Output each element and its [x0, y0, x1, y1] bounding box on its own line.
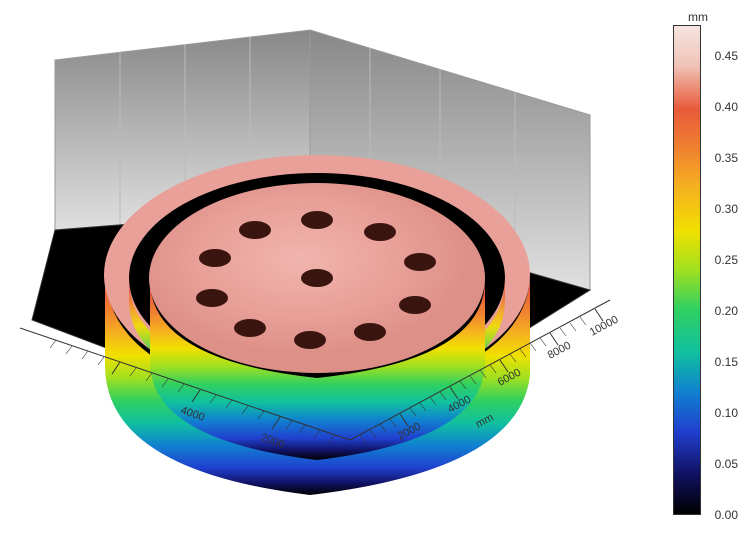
colorbar-tick-label: 0.05	[715, 457, 738, 471]
colorbar-tick-label: 0.15	[715, 355, 738, 369]
colorbar-tick-label: 0.30	[715, 202, 738, 216]
disc-hole	[301, 211, 333, 229]
colorbar	[673, 25, 713, 515]
disc-hole	[239, 221, 271, 239]
colorbar-tick-label: 0.25	[715, 253, 738, 267]
colorbar-tick-label: 0.40	[715, 100, 738, 114]
colorbar-tick-label: 0.35	[715, 151, 738, 165]
colorbar-tick-label: 0.45	[715, 49, 738, 63]
colorbar-tick-label: 0.10	[715, 406, 738, 420]
colorbar-tick-label: 0.00	[715, 508, 738, 522]
disc-hole	[294, 331, 326, 349]
disc-hole	[364, 223, 396, 241]
colorbar-ticks: 0.000.050.100.150.200.250.300.350.400.45	[708, 25, 738, 515]
disc-hole	[234, 319, 266, 337]
front-axis-tick: 8000	[546, 340, 573, 362]
colorbar-tick-label: 0.20	[715, 304, 738, 318]
disc-hole	[196, 289, 228, 307]
disc-hole	[199, 249, 231, 267]
surface-plot-3d: 2000 4000 6000 8000 10000 mm 2000 4000	[10, 10, 630, 548]
disc-hole	[404, 253, 436, 271]
disc-hole	[354, 323, 386, 341]
front-axis-tick: 10000	[588, 314, 621, 339]
colorbar-unit: mm	[688, 10, 708, 24]
disc-hole	[399, 296, 431, 314]
disc-hole	[301, 269, 333, 287]
